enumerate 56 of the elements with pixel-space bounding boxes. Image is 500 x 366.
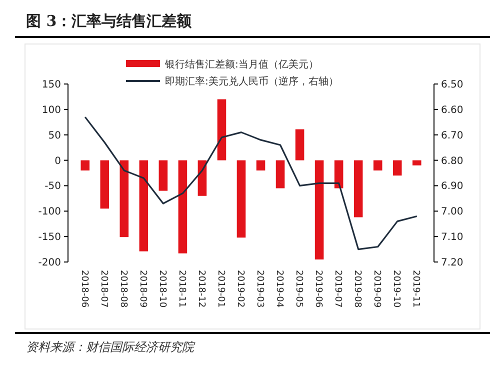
- x-tick-label: 2019-10: [391, 270, 402, 308]
- bar: [295, 129, 304, 160]
- x-tick-label: 2018-08: [118, 270, 128, 308]
- y-tick-label: 100: [42, 104, 61, 116]
- bar: [236, 160, 246, 238]
- bar: [158, 160, 168, 191]
- line-series: [84, 116, 418, 250]
- bar: [334, 160, 344, 188]
- y2-tick-label: 6.60: [441, 104, 464, 116]
- x-tick-label: 2018-12: [196, 270, 206, 308]
- bar: [217, 99, 226, 160]
- y-tick-label: -200: [38, 258, 61, 268]
- y2-tick-label: 6.50: [441, 80, 464, 90]
- y-tick-label: -100: [38, 206, 61, 218]
- y-tick-label: 0: [54, 156, 61, 167]
- bar: [80, 160, 90, 170]
- bar: [256, 160, 266, 170]
- x-tick-label: 2018-11: [176, 270, 187, 308]
- y2-tick-label: 7.00: [441, 206, 464, 218]
- bar: [392, 160, 402, 176]
- y2-tick-label: 6.80: [441, 156, 464, 167]
- x-tick-label: 2018-06: [78, 270, 89, 308]
- y-tick-label: -50: [44, 181, 61, 192]
- x-tick-label: 2019-04: [274, 270, 284, 308]
- x-tick-label: 2019-03: [254, 270, 265, 308]
- y-tick-label: -150: [38, 232, 61, 244]
- bar: [314, 160, 324, 260]
- y2-tick-label: 6.70: [441, 130, 464, 142]
- x-tick-label: 2019-01: [216, 270, 226, 308]
- x-tick-label: 2019-06: [313, 270, 324, 308]
- bar: [412, 160, 422, 166]
- y2-tick-label: 6.90: [441, 181, 464, 192]
- bar: [139, 160, 148, 252]
- legend-label: 即期汇率:美元兑人民币（逆序，右轴）: [165, 76, 338, 88]
- x-tick-label: 2018-10: [157, 270, 168, 308]
- y2-tick-label: 7.10: [441, 232, 464, 244]
- legend-label: 银行结售汇差额:当月值（亿美元）: [164, 58, 318, 70]
- x-tick-label: 2019-02: [235, 270, 246, 308]
- x-tick-label: 2019-05: [294, 270, 304, 308]
- x-tick-label: 2019-11: [410, 270, 421, 308]
- y-tick-label: 150: [42, 80, 61, 90]
- y2-tick-label: 7.20: [441, 258, 464, 268]
- text: 资料来源：财信国际经济研究院: [26, 340, 196, 354]
- bar: [276, 160, 285, 188]
- bar: [178, 160, 188, 254]
- x-tick-label: 2018-07: [98, 270, 108, 308]
- x-tick-label: 2019-09: [372, 270, 382, 308]
- x-tick-label: 2018-09: [138, 270, 148, 308]
- x-tick-label: 2019-07: [332, 270, 343, 308]
- chart-title: 图 3：汇率与结售汇差额: [26, 12, 193, 30]
- bar: [373, 160, 382, 170]
- bar: [120, 160, 129, 238]
- y-tick-label: 50: [48, 130, 61, 142]
- bar: [354, 160, 363, 218]
- x-tick-label: 2019-08: [352, 270, 362, 308]
- bar: [100, 160, 110, 209]
